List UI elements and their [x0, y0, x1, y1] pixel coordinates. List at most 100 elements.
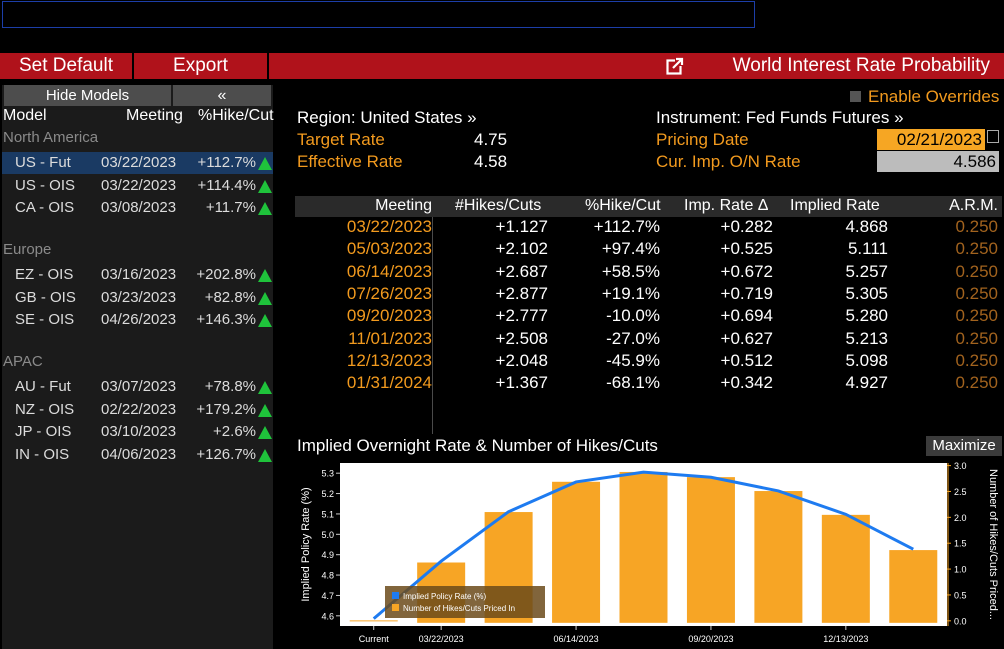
- cell-implied-rate: 5.098: [845, 350, 888, 370]
- model-pct: +82.8%: [204, 288, 256, 306]
- enable-overrides-checkbox[interactable]: [850, 91, 861, 102]
- model-row[interactable]: NZ - OIS 02/22/2023 +179.2%: [2, 399, 273, 421]
- hide-models-button[interactable]: Hide Models: [4, 85, 171, 106]
- meetings-table: Meeting #Hikes/Cuts %Hike/Cut Imp. Rate …: [295, 196, 1002, 434]
- x-tick-label: 12/13/2023: [823, 634, 868, 644]
- model-group-label: North America: [3, 129, 99, 146]
- table-row[interactable]: 06/14/2023 +2.687 +58.5% +0.672 5.257 0.250: [295, 262, 1002, 284]
- table-row[interactable]: 05/03/2023 +2.102 +97.4% +0.525 5.111 0.250: [295, 239, 1002, 261]
- set-default-button[interactable]: Set Default: [19, 55, 113, 76]
- col-header-pct[interactable]: %Hike/Cut: [585, 197, 661, 214]
- table-row[interactable]: 11/01/2023 +2.508 -27.0% +0.627 5.213 0.250: [295, 329, 1002, 351]
- rate-chart: 4.6 4.7 4.8 4.9 5.0 5.1 5.2 5.3 0.0 0.5 1.0 1.5 2.0 2…: [300, 461, 999, 644]
- x-tick-label: 09/20/2023: [688, 634, 733, 644]
- cell-pct: +19.1%: [601, 283, 660, 303]
- up-triangle-icon: [258, 314, 272, 327]
- calendar-icon[interactable]: [987, 130, 999, 143]
- cell-imp-delta: +0.512: [720, 350, 773, 370]
- table-row[interactable]: 07/26/2023 +2.877 +19.1% +0.719 5.305 0.250: [295, 284, 1002, 306]
- cell-implied-rate: 4.927: [845, 373, 888, 393]
- table-row[interactable]: 03/22/2023 +1.127 +112.7% +0.282 4.868 0.250: [295, 217, 1002, 239]
- up-triangle-icon: [258, 269, 272, 282]
- left-tick-label: 5.3: [321, 469, 334, 479]
- models-panel: Hide Models « Model Meeting %Hike/Cut No…: [2, 85, 274, 649]
- cell-hikes: +2.508: [495, 328, 548, 348]
- model-row[interactable]: US - Fut 03/22/2023 +112.7%: [2, 152, 273, 174]
- model-meeting-date: 03/23/2023: [101, 288, 177, 306]
- model-pct: +202.8%: [196, 266, 256, 283]
- cell-meeting: 07/26/2023: [346, 283, 432, 303]
- cell-arm: 0.250: [955, 373, 998, 393]
- col-header-implied-rate[interactable]: Implied Rate: [790, 197, 880, 214]
- bar: [686, 477, 735, 623]
- right-tick-label: 0.0: [954, 616, 967, 626]
- collapse-panel-button[interactable]: «: [173, 85, 271, 106]
- model-pct: +112.7%: [197, 154, 256, 171]
- cell-imp-delta: +0.282: [720, 217, 773, 236]
- legend-label: Number of Hikes/Cuts Priced In: [403, 604, 515, 613]
- model-row[interactable]: JP - OIS 03/10/2023 +2.6%: [2, 421, 273, 443]
- cell-meeting: 11/01/2023: [348, 328, 432, 348]
- region-selector[interactable]: Region: United States »: [297, 108, 477, 127]
- table-header: Meeting #Hikes/Cuts %Hike/Cut Imp. Rate …: [295, 196, 1002, 217]
- model-meeting-date: 04/06/2023: [101, 445, 177, 463]
- up-triangle-icon: [258, 426, 272, 439]
- chart-header: Implied Overnight Rate & Number of Hikes…: [297, 436, 1002, 456]
- model-row[interactable]: AU - Fut 03/07/2023 +78.8%: [2, 376, 273, 398]
- model-meeting-date: 04/26/2023: [101, 311, 177, 328]
- target-rate-label: Target Rate: [297, 130, 385, 149]
- export-button[interactable]: Export: [173, 55, 228, 76]
- up-triangle-icon: [258, 381, 272, 394]
- table-row[interactable]: 12/13/2023 +2.048 -45.9% +0.512 5.098 0.250: [295, 351, 1002, 373]
- model-pct: +126.7%: [196, 445, 256, 463]
- model-pct: +146.3%: [196, 311, 256, 328]
- table-row[interactable]: 01/31/2024 +1.367 -68.1% +0.342 4.927 0.250: [295, 373, 1002, 395]
- legend-label: Implied Policy Rate (%): [403, 592, 486, 601]
- enable-overrides-label[interactable]: Enable Overrides: [868, 87, 1000, 106]
- up-triangle-icon: [258, 179, 272, 193]
- col-header-meeting[interactable]: Meeting: [375, 197, 432, 214]
- model-name: SE - OIS: [15, 311, 75, 328]
- model-row[interactable]: EZ - OIS 03/16/2023 +202.8%: [2, 264, 273, 286]
- cell-imp-delta: +0.627: [720, 328, 773, 348]
- right-tick-label: 0.5: [954, 590, 967, 600]
- table-row[interactable]: 09/20/2023 +2.777 -10.0% +0.694 5.280 0.250: [295, 306, 1002, 328]
- col-header-imp-delta[interactable]: Imp. Rate Δ: [684, 197, 769, 214]
- model-column-header[interactable]: Model: [3, 107, 47, 124]
- cell-imp-delta: +0.672: [720, 261, 773, 281]
- instrument-selector[interactable]: Instrument: Fed Funds Futures »: [656, 108, 904, 127]
- model-row[interactable]: CA - OIS 03/08/2023 +11.7%: [2, 197, 273, 219]
- right-tick-label: 2.5: [954, 487, 967, 497]
- col-header-arm[interactable]: A.R.M.: [949, 197, 998, 214]
- maximize-button[interactable]: Maximize: [926, 436, 1002, 456]
- cell-implied-rate: 5.305: [845, 283, 888, 303]
- model-row[interactable]: SE - OIS 04/26/2023 +146.3%: [2, 309, 273, 331]
- cell-meeting: 05/03/2023: [346, 239, 432, 259]
- up-triangle-icon: [258, 202, 272, 215]
- effective-rate-label: Effective Rate: [297, 152, 403, 171]
- pricing-date-label: Pricing Date: [656, 130, 749, 149]
- model-meeting-date: 03/07/2023: [101, 378, 177, 395]
- model-row[interactable]: US - OIS 03/22/2023 +114.4%: [2, 175, 273, 197]
- up-triangle-icon: [258, 157, 272, 170]
- pricing-date-field[interactable]: 02/21/2023: [877, 129, 985, 150]
- command-line-input[interactable]: [2, 1, 755, 28]
- cell-arm: 0.250: [955, 283, 998, 303]
- cell-arm: 0.250: [955, 328, 998, 348]
- cell-implied-rate: 4.868: [845, 217, 888, 236]
- left-tick-label: 5.2: [321, 489, 334, 499]
- cell-pct: -68.1%: [606, 373, 660, 393]
- model-row[interactable]: IN - OIS 04/06/2023 +126.7%: [2, 444, 273, 466]
- model-row[interactable]: GB - OIS 03/23/2023 +82.8%: [2, 287, 273, 309]
- cur-imp-rate-field[interactable]: 4.586: [877, 151, 999, 172]
- target-rate-value: 4.75: [474, 130, 508, 149]
- meeting-column-header[interactable]: Meeting: [126, 107, 183, 124]
- col-header-hikes[interactable]: #Hikes/Cuts: [455, 197, 542, 214]
- left-tick-label: 4.7: [321, 591, 334, 601]
- cell-pct: +112.7%: [593, 217, 660, 236]
- bar: [754, 491, 803, 623]
- pct-column-header[interactable]: %Hike/Cut: [198, 107, 274, 124]
- x-tick-label: 03/22/2023: [419, 634, 464, 644]
- external-link-icon[interactable]: [666, 57, 684, 75]
- toolbar-divider: [267, 53, 269, 79]
